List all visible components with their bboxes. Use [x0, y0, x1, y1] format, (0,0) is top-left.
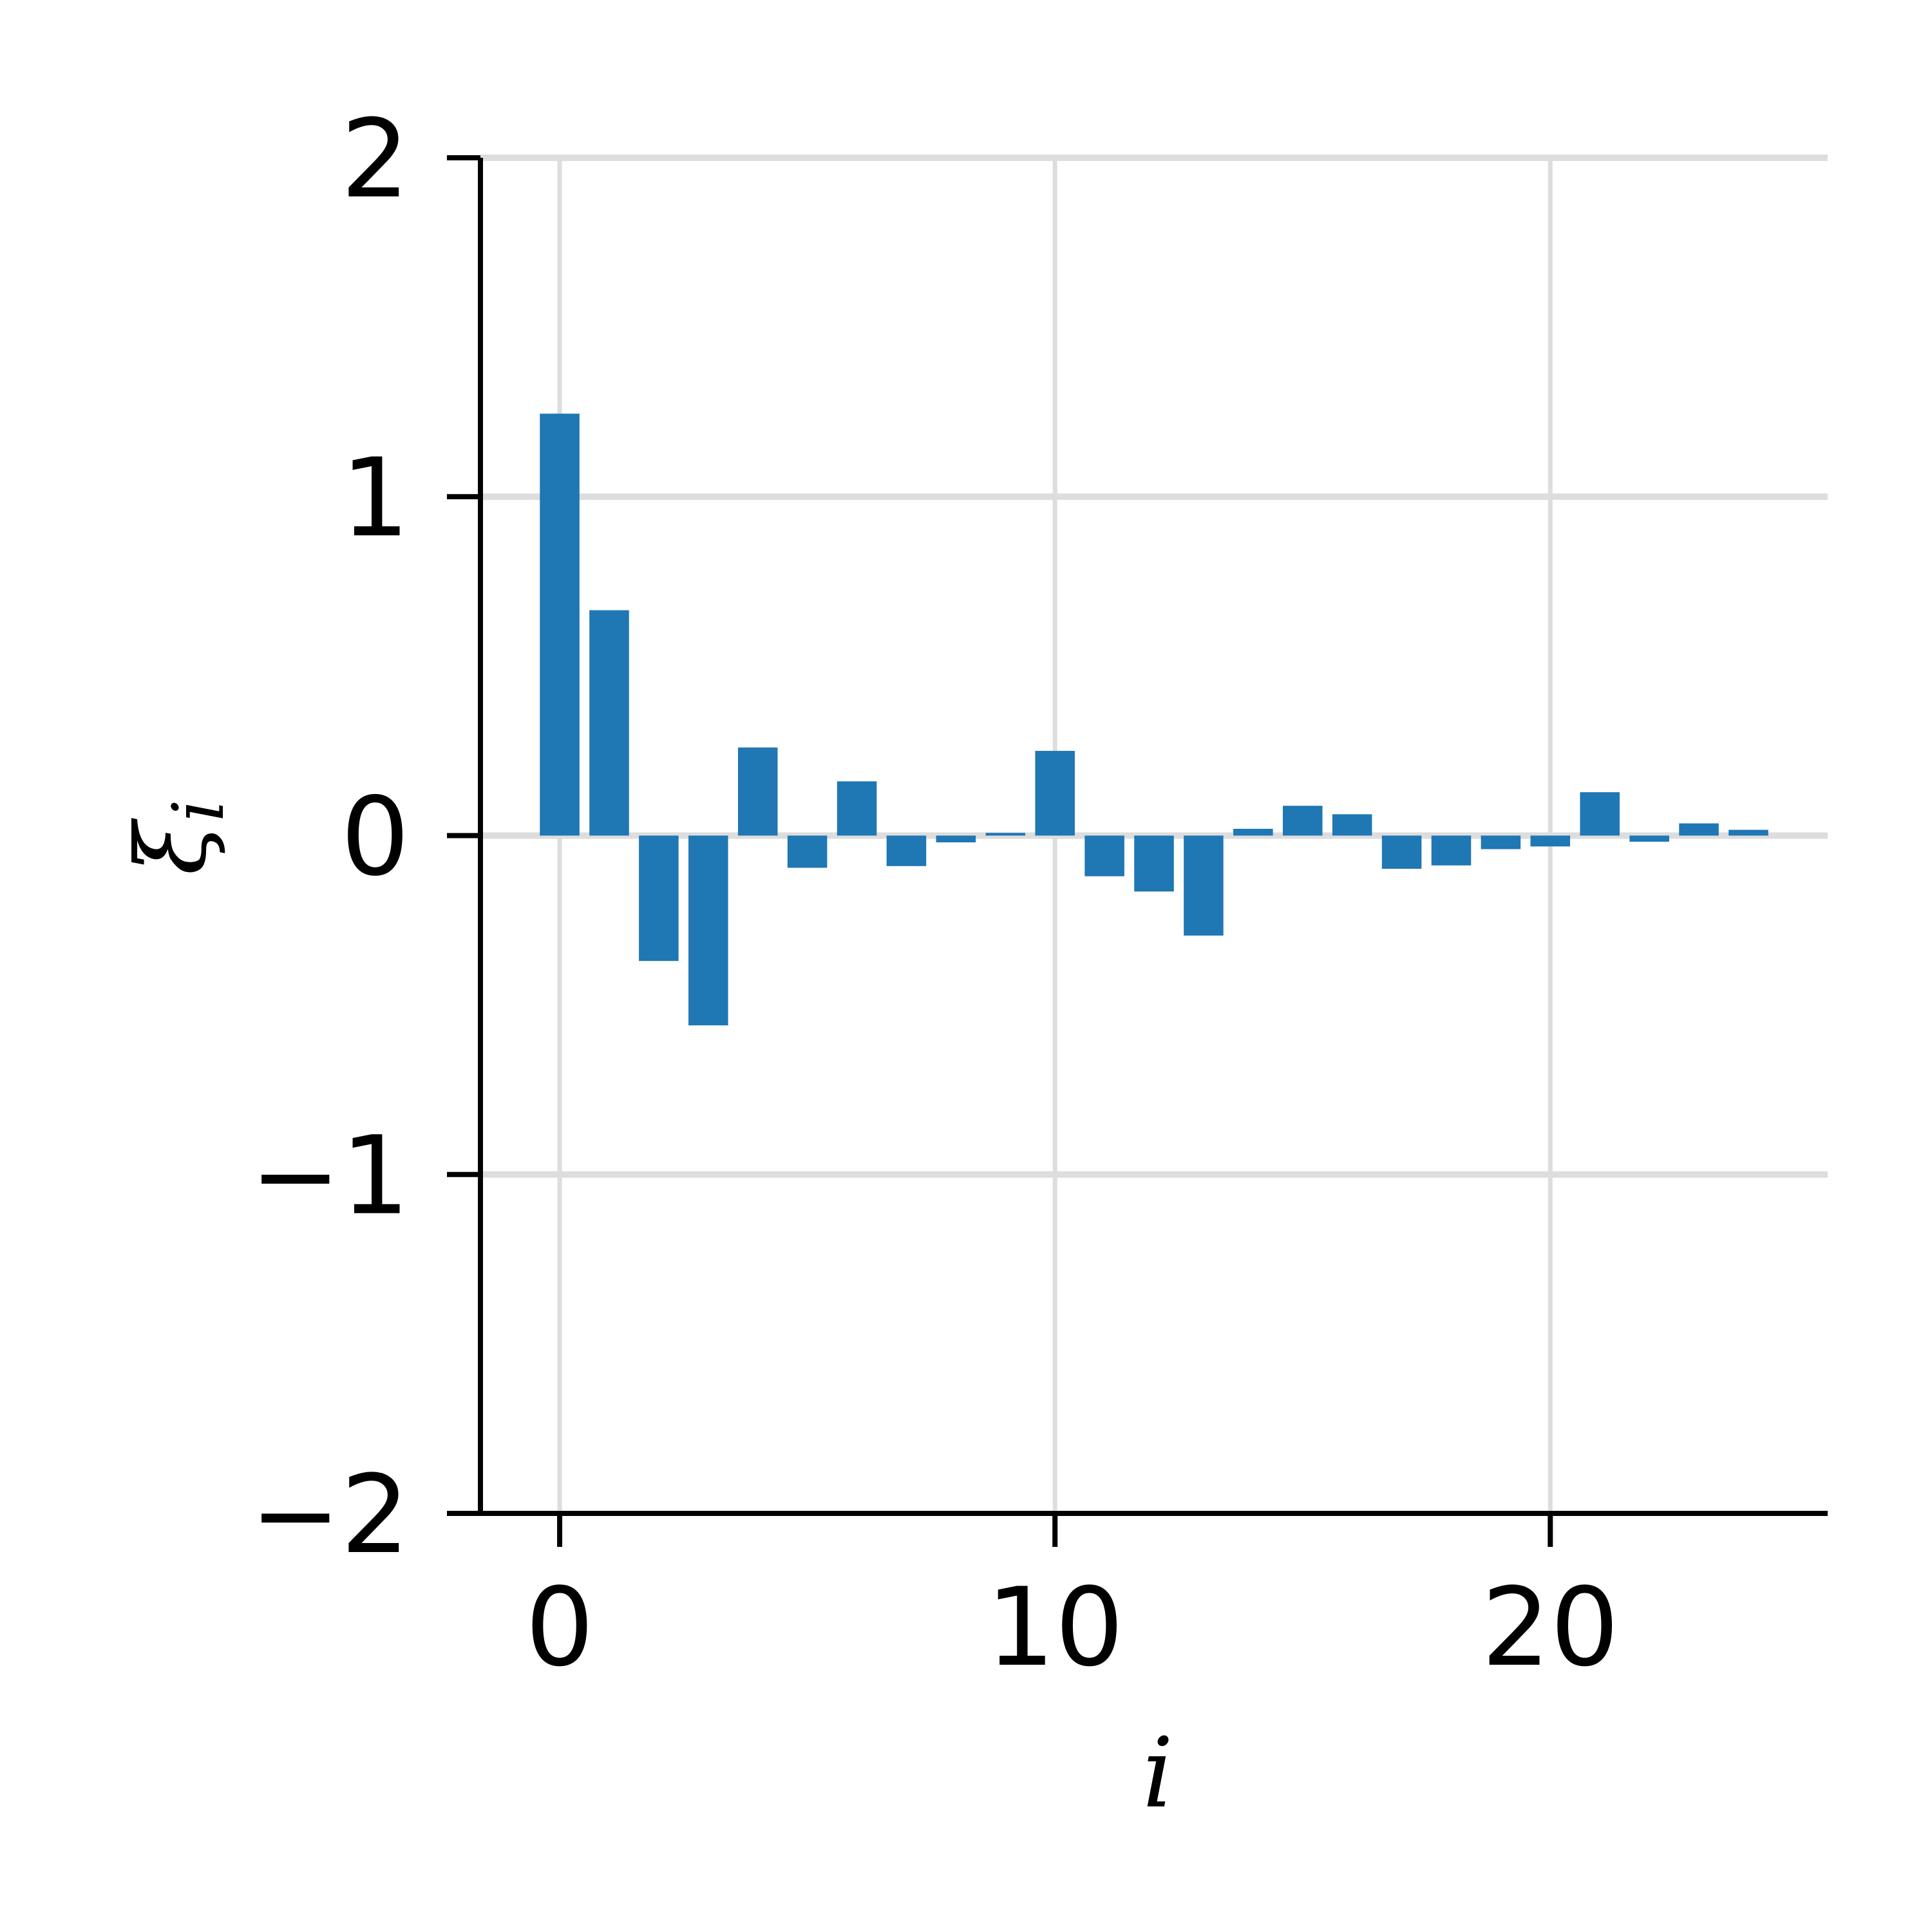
- y-axis-label: ξi: [116, 799, 240, 875]
- y-tick-label: −2: [250, 1452, 410, 1578]
- x-axis-label: i: [1142, 1718, 1173, 1830]
- x-tick-label: 20: [1481, 1564, 1619, 1690]
- bars: [540, 413, 1768, 1026]
- bar: [1530, 835, 1571, 847]
- bar: [1679, 823, 1719, 836]
- x-tick-label: 10: [986, 1564, 1124, 1690]
- bar: [1035, 750, 1075, 836]
- y-tick-label: 1: [341, 435, 410, 561]
- bar: [1332, 814, 1372, 836]
- bar: [639, 835, 679, 961]
- bar: [1184, 835, 1224, 936]
- bar: [589, 610, 629, 836]
- bar: [1233, 828, 1273, 836]
- bar: [1580, 792, 1620, 836]
- bar: [837, 781, 877, 836]
- bar: [1629, 835, 1669, 842]
- bar: [985, 833, 1026, 836]
- bar: [1431, 835, 1472, 866]
- bar: [886, 835, 927, 866]
- y-axis-label-subscript: i: [157, 799, 240, 822]
- axis-labels: i ξi: [116, 799, 1173, 1830]
- ticks: 210−1−20 10 20: [250, 96, 1619, 1690]
- bar: [1134, 835, 1174, 892]
- y-tick-label: 0: [341, 774, 410, 900]
- bar: [936, 835, 976, 843]
- bar: [1381, 835, 1422, 869]
- y-tick-label: 2: [341, 96, 410, 222]
- svg-text:ξi: ξi: [116, 799, 240, 875]
- bar: [688, 835, 728, 1026]
- y-tick-label: −1: [250, 1113, 410, 1239]
- bar: [787, 835, 828, 868]
- bar: [1481, 835, 1521, 849]
- y-axis-label-symbol: ξ: [116, 818, 228, 875]
- bar: [1728, 829, 1768, 836]
- bar: [1084, 835, 1124, 876]
- bar: [1282, 806, 1323, 836]
- bar: [737, 747, 778, 836]
- x-tick-label: 0: [526, 1564, 594, 1690]
- bar: [540, 413, 580, 836]
